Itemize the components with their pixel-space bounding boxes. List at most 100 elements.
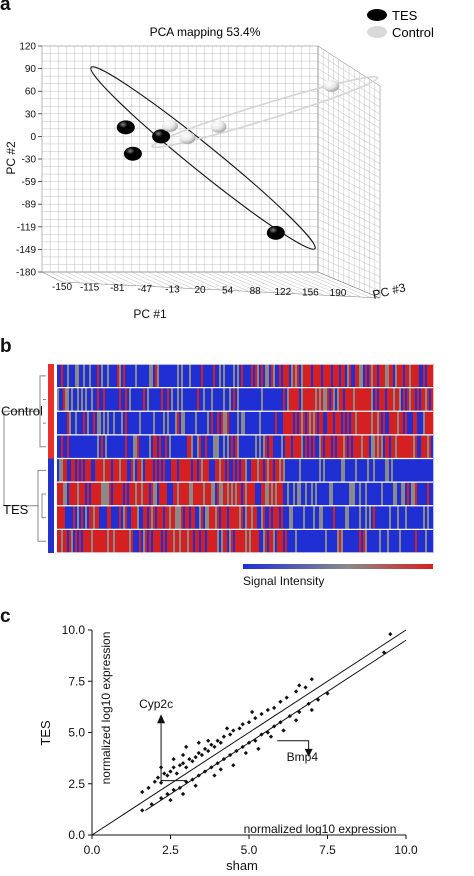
heatmap-cell (199, 387, 202, 412)
heatmap-cell (109, 364, 112, 388)
heatmap-cell (415, 411, 418, 435)
heatmap-cell (289, 434, 292, 459)
heatmap-cell (383, 411, 386, 435)
heatmap-cell (243, 434, 246, 459)
heatmap-cell (147, 387, 150, 412)
heatmap-cell (415, 482, 418, 506)
heatmap-cell (169, 387, 172, 412)
heatmap-cell (331, 505, 334, 530)
heatmap-cell (421, 411, 424, 435)
heatmap-cell (257, 505, 260, 530)
heatmap-cell (311, 434, 314, 459)
heatmap-cell (389, 482, 392, 506)
heatmap-cell (59, 505, 62, 530)
heatmap-cell (163, 434, 166, 459)
heatmap-cell (123, 364, 126, 388)
heatmap-cell (73, 458, 76, 483)
heatmap-cell (289, 505, 292, 530)
heatmap-cell (353, 458, 356, 483)
heatmap-cell (367, 505, 370, 530)
heatmap-cell (125, 364, 128, 388)
heatmap-cell (67, 505, 70, 530)
heatmap-cell (93, 458, 96, 483)
heatmap-cell (203, 505, 206, 530)
legend-label: Control (392, 25, 434, 40)
heatmap-cell (353, 505, 356, 530)
heatmap-cell (279, 482, 282, 506)
heatmap-cell (371, 387, 374, 412)
heatmap-cell (431, 434, 434, 459)
heatmap-cell (423, 411, 426, 435)
heatmap-cell (249, 364, 252, 388)
c-point (215, 761, 220, 766)
heatmap-cell (217, 364, 220, 388)
heatmap-cell (161, 529, 164, 553)
heatmap-cell (103, 529, 106, 553)
heatmap-cell (151, 458, 154, 483)
heatmap-cell (281, 482, 284, 506)
heatmap-cell (281, 458, 284, 483)
heatmap-cell (277, 482, 280, 506)
pca-x-tick: -13 (165, 284, 180, 295)
heatmap-cell (193, 434, 196, 459)
tes-point (266, 225, 285, 240)
heatmap-cell (421, 387, 424, 412)
heatmap-cell (305, 434, 308, 459)
heatmap-cell (161, 458, 164, 483)
pca-y-tick: -59 (22, 177, 37, 188)
heatmap-cell (249, 434, 252, 459)
heatmap-cell (351, 411, 354, 435)
heatmap-cell (157, 482, 160, 506)
heatmap-cell (341, 529, 344, 553)
heatmap-cell (137, 505, 140, 530)
heatmap-cell (201, 364, 204, 388)
heatmap-cell (71, 505, 74, 530)
heatmap-cell (89, 364, 92, 388)
pca-y-tick: -180 (16, 268, 36, 279)
heatmap-cell (331, 458, 334, 483)
heatmap-cell (335, 364, 338, 388)
heatmap-cell (417, 505, 420, 530)
heatmap-cell (383, 434, 386, 459)
heatmap-cell (283, 364, 286, 388)
heatmap-cell (431, 364, 434, 388)
heatmap-cell (217, 387, 220, 412)
heatmap-cell (333, 411, 336, 435)
heatmap-cell (151, 387, 154, 412)
heatmap-cell (329, 529, 332, 553)
heatmap-cell (303, 411, 306, 435)
heatmap-cell (69, 482, 72, 506)
heatmap-cell (227, 411, 230, 435)
heatmap-cell (201, 411, 204, 435)
c-inner-x-label: normalized log10 expression (244, 822, 397, 836)
heatmap-cell (341, 364, 344, 388)
heatmap-cell (359, 482, 362, 506)
heatmap-cell (187, 505, 190, 530)
heatmap-cell (423, 387, 426, 412)
heatmap-cell (59, 434, 62, 459)
heatmap-cell (79, 458, 82, 483)
heatmap-cell (135, 411, 138, 435)
heatmap-cell (91, 529, 94, 553)
heatmap-cell (415, 458, 418, 483)
heatmap-cell (417, 364, 420, 388)
heatmap-cell (273, 482, 276, 506)
heatmap-cell (67, 482, 70, 506)
heatmap-cell (385, 482, 388, 506)
heatmap-cell (95, 387, 98, 412)
heatmap-cell (165, 387, 168, 412)
heatmap-cell (97, 482, 100, 506)
heatmap-cell (269, 529, 272, 553)
heatmap-cell (69, 364, 72, 388)
heatmap-cell (347, 529, 350, 553)
heatmap-cell (141, 529, 144, 553)
heatmap-cell (223, 364, 226, 388)
heatmap-cell (333, 434, 336, 459)
heatmap-cell (191, 505, 194, 530)
heatmap-cell (169, 434, 172, 459)
heatmap-cell (331, 364, 334, 388)
heatmap-cell (153, 364, 156, 388)
heatmap-cell (139, 505, 142, 530)
heatmap-cell (207, 387, 210, 412)
heatmap-cell (171, 364, 174, 388)
